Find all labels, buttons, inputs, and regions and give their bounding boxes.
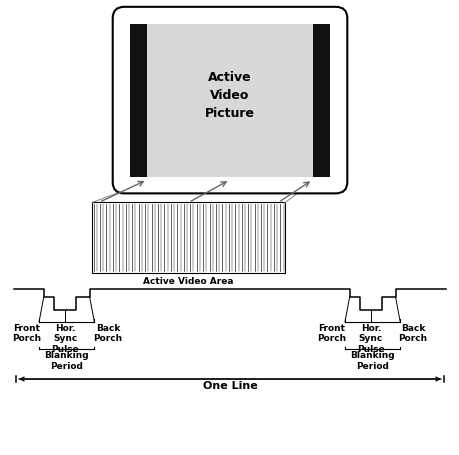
Text: One Line: One Line	[202, 381, 257, 391]
Text: Active Video Area: Active Video Area	[143, 277, 233, 286]
Text: Front
Porch: Front Porch	[317, 324, 346, 343]
FancyBboxPatch shape	[112, 7, 347, 193]
Text: Back
Porch: Back Porch	[93, 324, 123, 343]
Text: Active
Video
Picture: Active Video Picture	[205, 71, 254, 120]
Text: Blanking
Period: Blanking Period	[44, 351, 89, 371]
Bar	[129, 24, 147, 177]
Bar	[147, 24, 312, 177]
Bar	[312, 24, 330, 177]
Text: Back
Porch: Back Porch	[397, 324, 427, 343]
Bar	[92, 202, 285, 273]
Text: Hor.
Sync
Pulse: Hor. Sync Pulse	[51, 324, 79, 354]
Text: Hor.
Sync
Pulse: Hor. Sync Pulse	[356, 324, 384, 354]
Text: Blanking
Period: Blanking Period	[349, 351, 394, 371]
Text: Front
Porch: Front Porch	[11, 324, 41, 343]
